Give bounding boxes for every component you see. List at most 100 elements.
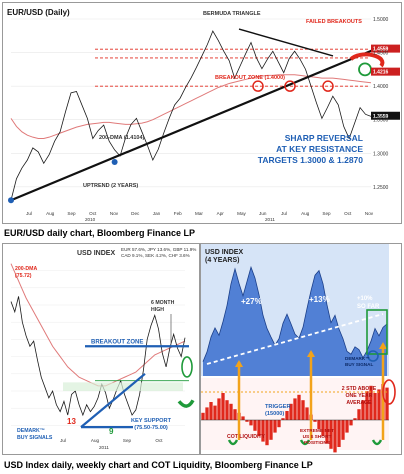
high-label-line-2: HIGH (151, 307, 164, 313)
bermuda-label: BERMUDA TRIANGLE (203, 11, 261, 17)
y-tick-label: 1.4500 (373, 51, 389, 57)
caption-bottom: USD Index daily, weekly chart and COT Li… (4, 460, 313, 470)
cot-bar (221, 393, 225, 420)
x-tick-label: Jul (60, 438, 66, 443)
y-tick-label: 1.3500 (373, 118, 389, 124)
breakout-zone-label: BREAKOUT ZONE (91, 339, 143, 345)
reversal-arrow (177, 399, 195, 408)
eurusd-chart: 1.4559 1.4216 1.3559 BERMUDA TRIANGLE FAILED… (3, 3, 401, 223)
cot-bar (297, 394, 301, 420)
cot-bar (253, 420, 257, 431)
cot-bar (301, 400, 305, 420)
cot-bar (293, 398, 297, 420)
extreme-label-line-1: EXTREME NET (300, 428, 334, 434)
price-tag (371, 111, 400, 120)
cot-bar (213, 405, 217, 420)
price-tag (371, 67, 400, 76)
x-tick-label: Sep (67, 211, 76, 216)
demark-circle (367, 350, 379, 362)
cot-bar (249, 420, 253, 426)
uptrend-line (10, 48, 376, 202)
price-tag (371, 44, 400, 53)
reversal-label-line-3: TARGETS 1.3000 & 1.2870 (258, 155, 363, 165)
year-label: 2011 (265, 217, 275, 222)
cot-bar (245, 420, 249, 422)
price-line (10, 296, 186, 417)
x-tick-label: Oct (344, 211, 352, 216)
std-oval (382, 379, 396, 405)
caption-top: EUR/USD daily chart, Bloomberg Finance L… (4, 228, 196, 238)
trend-touch-point (111, 158, 118, 165)
cot-bar (341, 420, 345, 440)
uptrend-line (206, 313, 384, 365)
cot-bar (325, 420, 329, 444)
cot-bar (349, 420, 353, 426)
cot-bar (269, 420, 273, 440)
breakout-zone-label: BREAKOUT ZONE (1.4000) (215, 75, 285, 81)
low-marker (299, 439, 311, 446)
cot-bar (265, 420, 269, 446)
x-tick-label: Sep (322, 211, 331, 216)
cot-bar (345, 420, 349, 433)
chart-title: USD INDEX (77, 250, 115, 257)
x-tick-label: Oct (155, 438, 163, 443)
cot-bar (305, 407, 309, 420)
weights-line-1: EUR 57.6%, JPY 13.6%, GBP 11.9% (121, 247, 196, 252)
x-tick-label: Nov (110, 211, 119, 216)
extreme-label-line-2: US $ SHORT (303, 434, 332, 440)
cot-bar (281, 418, 285, 420)
demark-label-line-2: BUY SIGNAL (345, 362, 373, 367)
triangle-line (238, 28, 334, 57)
cot-bar (289, 403, 293, 420)
reversal-label-line-2: AT KEY RESISTANCE (276, 144, 363, 154)
weights-line-2: CAD 9.1%, SEK 4.2%, CHF 3.6% (121, 253, 190, 258)
cot-bar (377, 389, 381, 420)
dma-label-line-2: (75.72) (15, 273, 32, 279)
cot-bar (353, 418, 357, 420)
support-label-line-2: (75.50-75.00) (134, 425, 168, 431)
demark-label-line-1: DEMARK™ (17, 428, 45, 434)
rally-10-label-line-2: SO FAR (357, 304, 380, 310)
rally-27-label: +27% (241, 297, 262, 306)
demark-label-line-2: BUY SIGNALS (17, 435, 53, 441)
cot-bar (241, 416, 245, 420)
cot-bar (257, 420, 261, 437)
cot-bar (317, 420, 321, 429)
cot-bar (337, 420, 341, 447)
failed-test-circle (322, 80, 334, 92)
price-tag-label: 1.4559 (373, 47, 389, 53)
x-tick-label: Oct (89, 211, 97, 216)
usd-cot-chart-panel: +27% +13% +10% SO FAR DEMARK™ BUY SIGNAL 2 STD… (200, 243, 402, 455)
support-label-line-1: KEY SUPPORT (131, 418, 172, 424)
usd-area (203, 267, 387, 376)
std-label-line-1: 2 STD ABOVE (342, 386, 377, 392)
y-tick-label: 1.2500 (373, 185, 389, 191)
dma-label: 200-DMA (1.4104) (99, 135, 145, 141)
cot-bar (217, 398, 221, 420)
cot-bar (209, 402, 213, 420)
usd-index-chart-panel: 200-DMA (75.72) 6 MONTH HIGH BREAKOUT ZONE KE… (2, 243, 200, 455)
x-tick-label: Sep (123, 438, 132, 443)
x-tick-label: Aug (91, 438, 100, 443)
x-tick-label: Jan (153, 211, 161, 216)
reversal-arrow (349, 52, 385, 68)
trend-touch-point (8, 197, 14, 204)
trigger-label-line-1: TRIGGER (265, 404, 290, 410)
cot-bar (313, 420, 317, 422)
x-tick-label: Aug (46, 211, 55, 216)
support-trendline (80, 372, 146, 428)
extreme-label-line-3: POSITIONS (304, 440, 331, 446)
x-tick-label: Dec (131, 211, 140, 216)
rally-13-label: +13% (309, 295, 330, 304)
price-tag-label: 1.3559 (373, 114, 389, 120)
signal-arrowhead (235, 360, 243, 367)
rally-10-label-line-1: +10% (357, 296, 373, 302)
cot-bar (205, 407, 209, 420)
demark-count-9: 9 (109, 427, 114, 436)
price-line (10, 30, 372, 201)
dma-label-line-1: 200-DMA (15, 266, 37, 272)
support-zone (63, 382, 183, 391)
chart-title: EUR/USD (Daily) (7, 8, 70, 17)
